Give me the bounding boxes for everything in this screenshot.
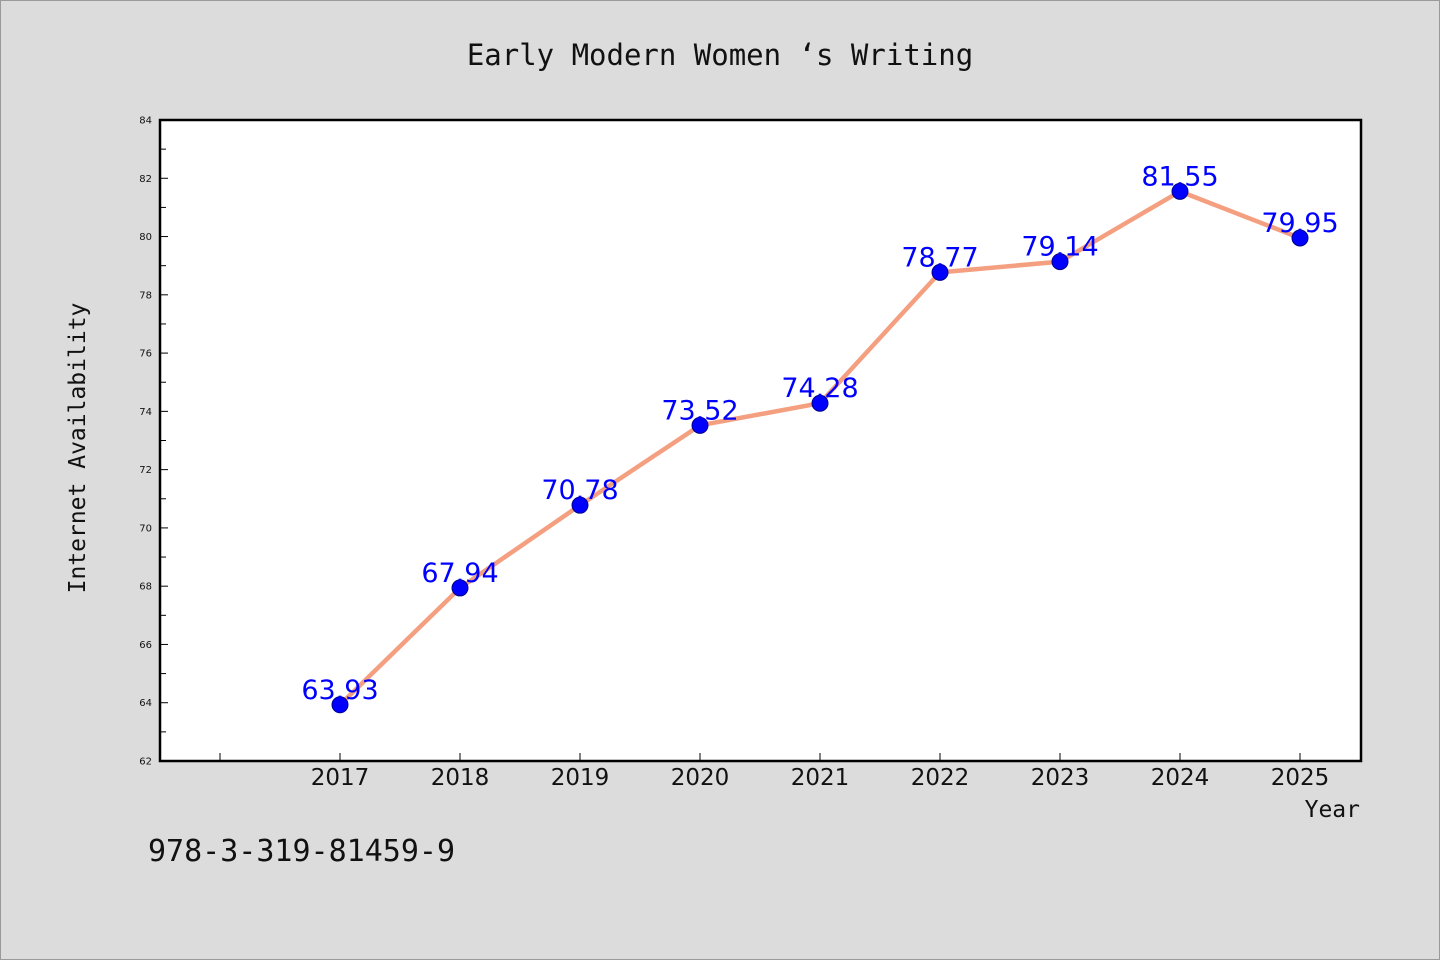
y-tick-label: 66: [139, 640, 152, 651]
y-tick-label: 64: [139, 698, 152, 709]
x-tick-label: 2019: [551, 765, 610, 791]
data-point: [1291, 229, 1309, 247]
data-label: 81.55: [1141, 161, 1218, 192]
y-tick-label: 84: [139, 116, 152, 127]
plot-area: [158, 118, 1363, 763]
x-tick-label: 2024: [1151, 765, 1210, 791]
data-label: 73.52: [661, 395, 738, 426]
y-tick-label: 78: [139, 290, 152, 301]
y-tick-label: 62: [139, 757, 152, 768]
x-tick-label: 2025: [1271, 765, 1330, 791]
chart-title: Early Modern Women ‘s Writing: [466, 38, 974, 72]
y-tick-label: 72: [139, 465, 152, 476]
x-tick-label: 2020: [671, 765, 730, 791]
data-label: 70.78: [541, 475, 618, 506]
series-group: 63.93 67.94 70.78 73.52 74.28 78.77 79.14 81.55…: [301, 161, 1339, 714]
data-label: 67.94: [421, 558, 498, 589]
data-point: [1171, 182, 1189, 200]
y-tick-label: 76: [139, 349, 152, 360]
y-tick-label: 70: [139, 523, 152, 534]
data-point: [1051, 253, 1069, 271]
y-tick-label: 82: [139, 174, 152, 185]
y-axis: 62 64 66 68 70 72 74 76 78 80 82 84: [139, 116, 168, 768]
x-tick-label: 2023: [1031, 765, 1090, 791]
data-point: [811, 394, 829, 412]
x-tick-label: 2018: [431, 765, 490, 791]
x-tick-label: 2021: [791, 765, 850, 791]
x-axis-label: Year: [1304, 797, 1360, 823]
x-tick-label: 2017: [311, 765, 370, 791]
y-tick-label: 74: [139, 407, 152, 418]
data-point: [931, 263, 949, 281]
data-label: 74.28: [781, 373, 858, 404]
data-point: [331, 696, 349, 714]
data-point: [691, 416, 709, 434]
isbn-note: 978-3-319-81459-9: [148, 834, 456, 869]
data-label: 78.77: [901, 242, 978, 273]
y-tick-label: 80: [139, 232, 152, 243]
data-label: 79.14: [1021, 232, 1098, 263]
data-label: 79.95: [1261, 208, 1338, 239]
y-tick-label: 68: [139, 582, 152, 593]
data-label: 63.93: [301, 675, 378, 706]
x-axis: 2017 2018 2019 2020 2021 2022 2023 2024 2025: [219, 753, 1330, 791]
x-tick-label: 2022: [911, 765, 970, 791]
data-point: [571, 496, 589, 514]
data-point: [451, 579, 469, 597]
